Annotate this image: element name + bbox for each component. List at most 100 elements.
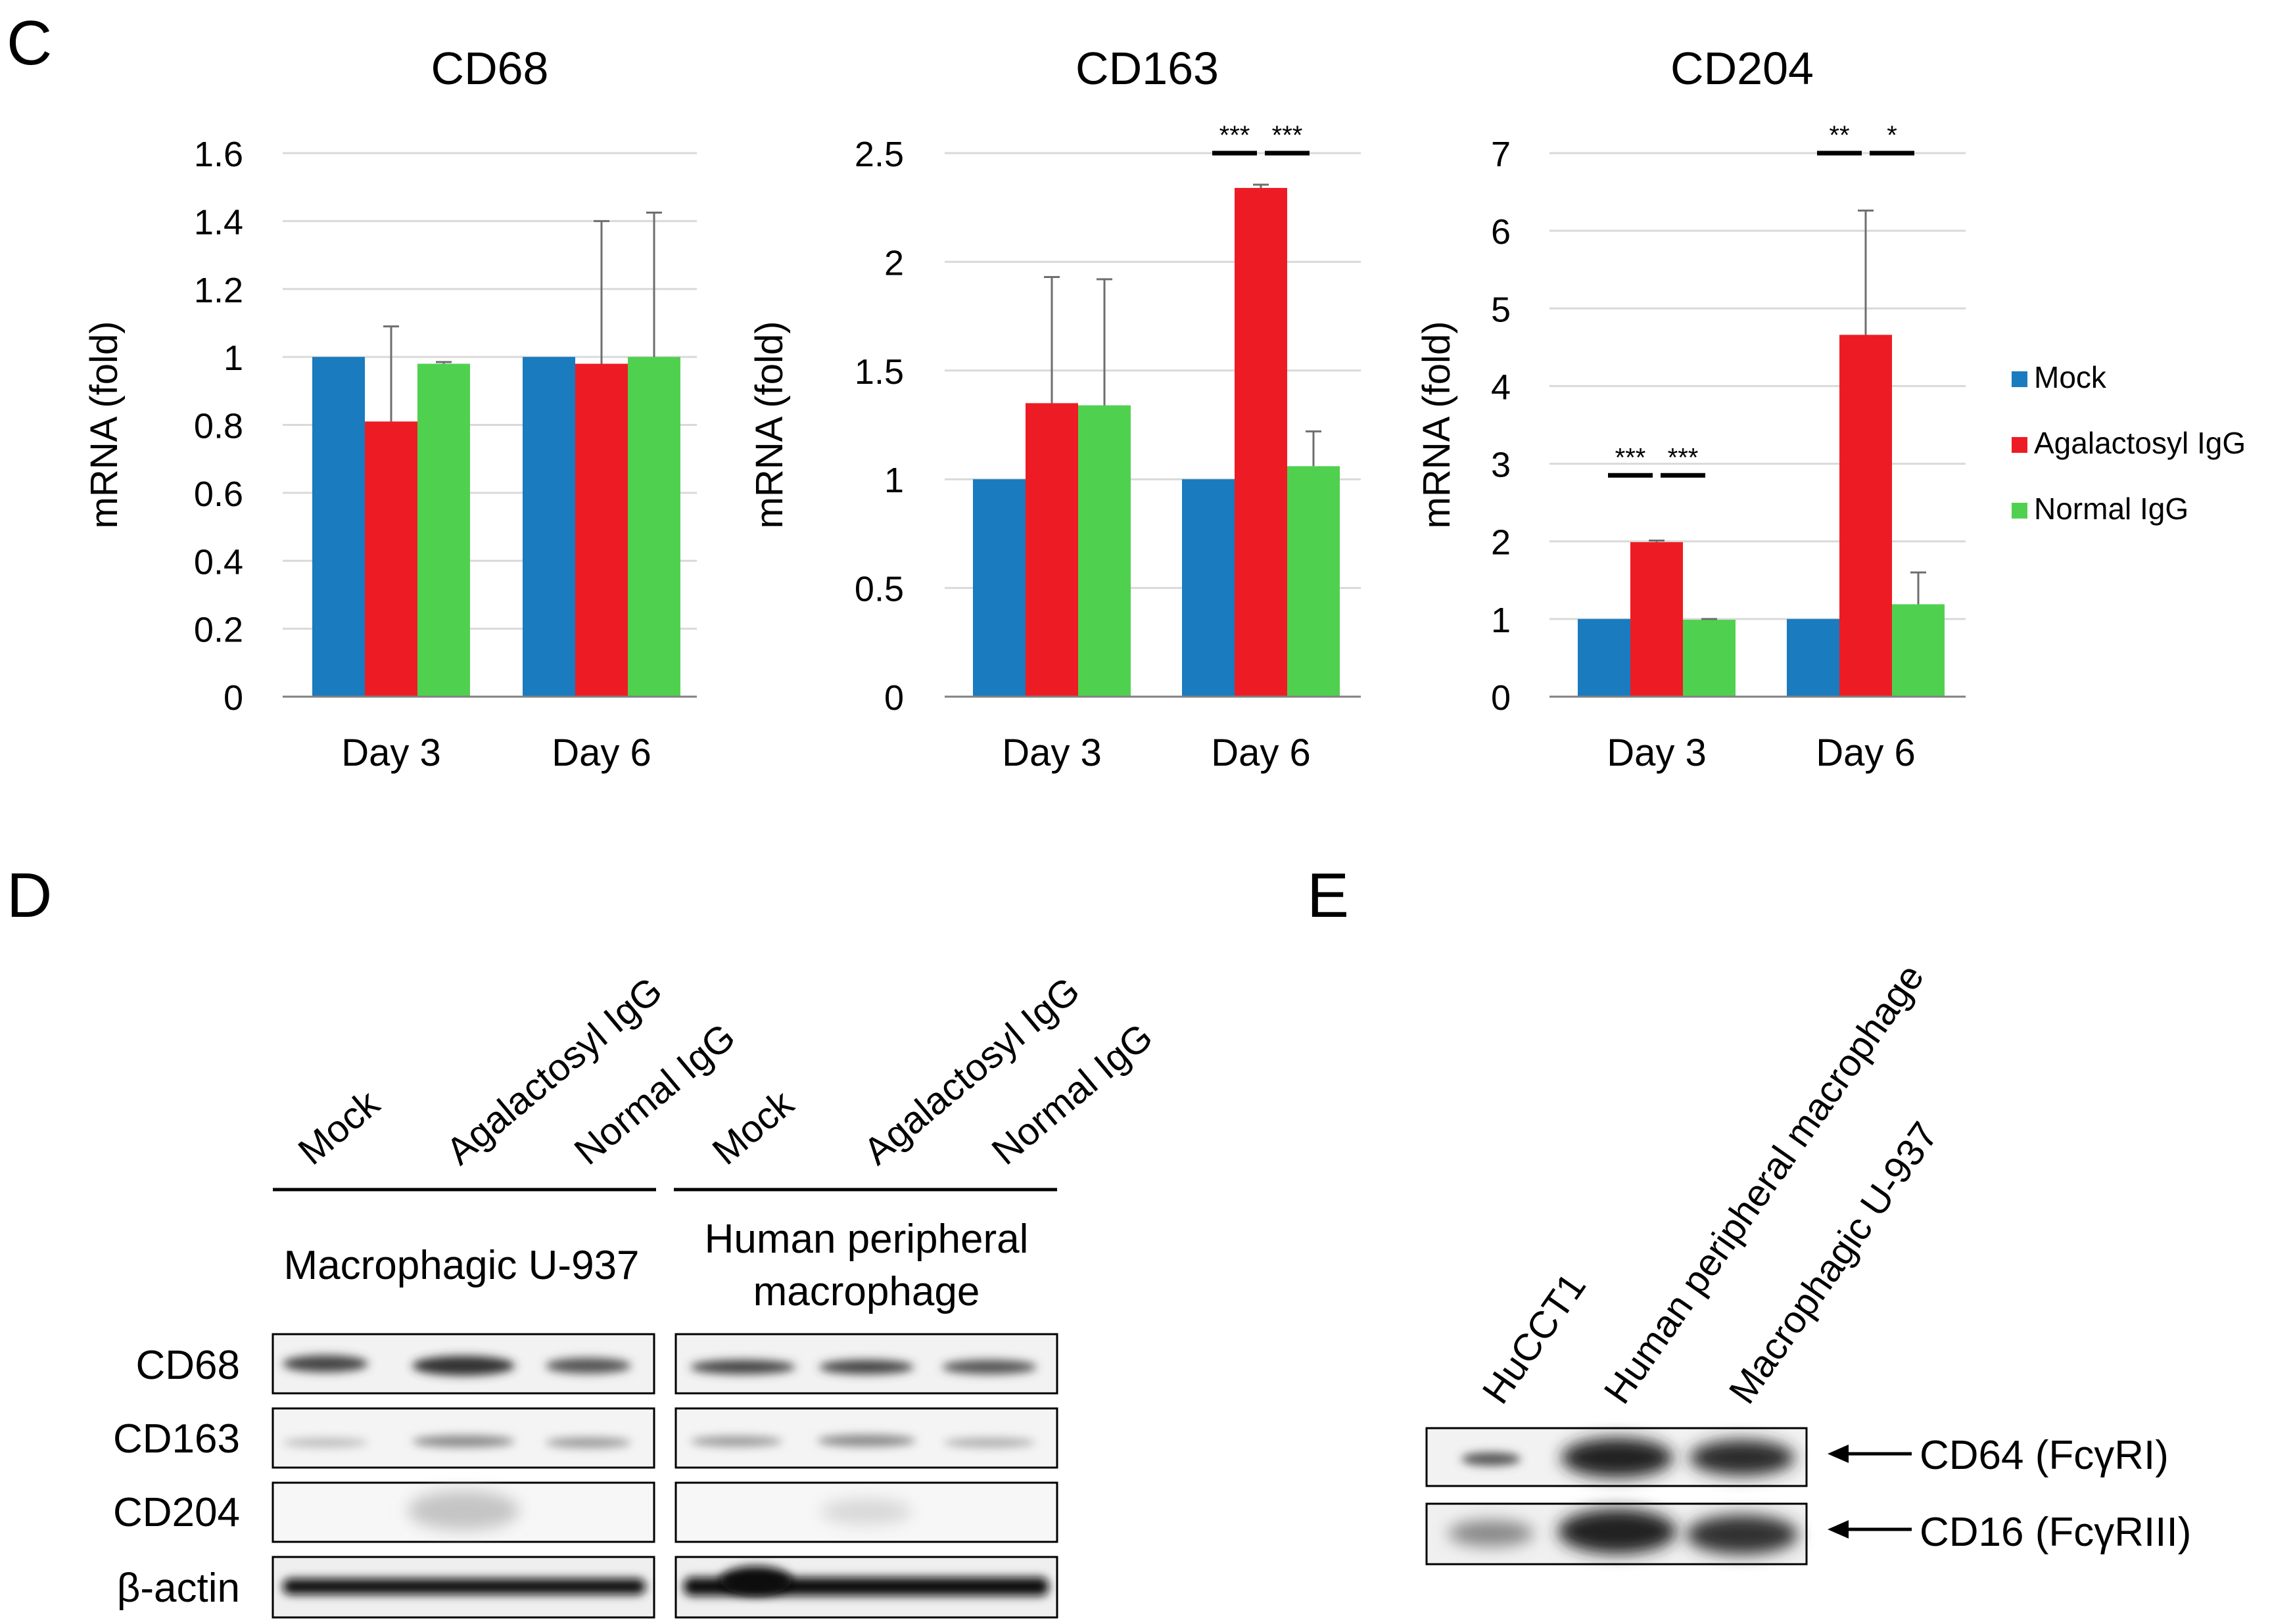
blot-e: HuCCT1 Human peripheral macrophage Macro…: [1425, 956, 2191, 1566]
band-cd68-4: [690, 1360, 795, 1374]
band-cd204-5: [820, 1498, 912, 1525]
band-cd16-3: [1686, 1515, 1798, 1554]
blot-row-label-cd163: CD163: [113, 1416, 240, 1462]
band-cd64-2: [1561, 1438, 1673, 1477]
band-cd68-1: [283, 1355, 368, 1372]
y-tick-label: 2.5: [855, 135, 904, 174]
blot-row-label-cd204: CD204: [113, 1490, 240, 1535]
y-tick-label: 0.8: [194, 407, 243, 446]
y-tick-label: 1: [1491, 601, 1511, 640]
x-tick-label: Day 6: [552, 731, 651, 774]
bar-normal-igg: [1078, 405, 1131, 697]
band-cd64-1: [1461, 1452, 1521, 1466]
y-axis-label: mRNA (fold): [748, 321, 791, 529]
band-cd68-5: [819, 1360, 914, 1374]
significance-label: **: [1829, 121, 1849, 150]
y-tick-label: 1.2: [194, 271, 243, 310]
blot-row-label-cd64: CD64 (FcγRI): [1920, 1433, 2169, 1478]
arrow-cd16-head: [1828, 1520, 1849, 1539]
panel-label-d: D: [7, 860, 52, 931]
bar-agalactosyl-igg: [1839, 335, 1892, 697]
y-tick-label: 0.6: [194, 475, 243, 514]
band-cd204-2: [408, 1491, 519, 1530]
band-cd163-2: [412, 1435, 515, 1447]
bar-agalactosyl-igg: [365, 421, 417, 697]
bar-agalactosyl-igg: [1026, 403, 1078, 697]
y-tick-label: 1.6: [194, 135, 243, 174]
legend-swatch-mock: [2012, 371, 2027, 387]
legend-label-agalactosyl: Agalactosyl IgG: [2034, 426, 2246, 460]
band-cd163-5: [817, 1435, 916, 1447]
chart-title: CD68: [431, 43, 549, 94]
legend-label-mock: Mock: [2034, 360, 2107, 394]
lane-label-right-mock: Mock: [705, 1081, 803, 1173]
x-tick-label: Day 6: [1816, 731, 1916, 774]
bar-mock: [973, 479, 1026, 697]
y-tick-label: 3: [1491, 446, 1511, 485]
bar-agalactosyl-igg: [575, 363, 628, 697]
x-tick-label: Day 6: [1211, 731, 1311, 774]
lane-label-hucct1: HuCCT1: [1474, 1265, 1594, 1411]
x-tick-label: Day 3: [341, 731, 441, 774]
panel-label-e: E: [1307, 860, 1349, 931]
x-tick-label: Day 3: [1607, 731, 1707, 774]
legend: Mock Agalactosyl IgG Normal IgG: [2012, 360, 2246, 526]
bar-agalactosyl-igg: [1235, 187, 1287, 697]
y-tick-label: 6: [1491, 212, 1511, 252]
lane-label-macrophagic-u937: Macrophagic U-937: [1720, 1115, 1947, 1412]
band-cd163-3: [546, 1437, 631, 1448]
significance-label: ***: [1615, 443, 1646, 472]
bar-normal-igg: [1892, 604, 1945, 697]
y-axis-label: mRNA (fold): [83, 321, 126, 529]
y-tick-label: 5: [1491, 290, 1511, 329]
y-tick-label: 2: [1491, 523, 1511, 563]
panel-label-c: C: [7, 8, 52, 78]
bar-mock: [312, 357, 365, 697]
chart-cd163: CD163 mRNA (fold) 0 0.5 1 1.5 2 2.5 Day 3 Day 6 **…: [748, 43, 1361, 774]
bar-mock: [1787, 618, 1839, 697]
legend-swatch-agalactosyl: [2012, 437, 2027, 453]
significance-label: *: [1887, 121, 1897, 150]
y-tick-label: 0.4: [194, 542, 243, 582]
significance-label: ***: [1272, 121, 1303, 150]
y-tick-label: 4: [1491, 367, 1511, 407]
y-tick-label: 0.2: [194, 611, 243, 650]
y-tick-label: 1.4: [194, 202, 243, 242]
y-tick-label: 1: [224, 338, 243, 378]
y-tick-label: 0: [224, 678, 243, 718]
band-cd16-2: [1558, 1509, 1676, 1554]
blot-row-label-beta-actin: β-actin: [117, 1566, 240, 1611]
lane-label-left-agalactosyl: Agalactosyl IgG: [438, 969, 671, 1173]
group-label-right-1: Human peripheral: [705, 1217, 1029, 1262]
group-label-left: Macrophagic U-937: [283, 1243, 639, 1288]
significance-label: ***: [1219, 121, 1250, 150]
bar-normal-igg: [1683, 620, 1736, 697]
lane-label-left-mock: Mock: [291, 1081, 389, 1173]
group-label-right-2: macrophage: [753, 1269, 980, 1314]
y-tick-label: 7: [1491, 135, 1511, 174]
band-cd64-3: [1690, 1440, 1795, 1475]
bar-mock: [1182, 479, 1235, 697]
bar-normal-igg: [1287, 466, 1340, 697]
y-tick-label: 2: [884, 243, 904, 283]
y-tick-label: 1.5: [855, 352, 904, 392]
blot-row-label-cd68: CD68: [135, 1343, 240, 1388]
band-cd163-1: [283, 1438, 368, 1447]
chart-cd68: CD68 mRNA (fold) 0 0.2 0.4 0.6 0.8 1 1.2 1.4 1.6 Da…: [83, 43, 697, 774]
band-actin-right-blob: [720, 1566, 792, 1595]
significance-label: ***: [1668, 443, 1699, 472]
bar-mock: [523, 357, 575, 697]
band-cd68-3: [546, 1358, 631, 1374]
lane-label-right-agalactosyl: Agalactosyl IgG: [856, 969, 1088, 1173]
y-tick-label: 0: [884, 678, 904, 718]
legend-swatch-normal: [2012, 503, 2027, 519]
band-cd163-6: [943, 1438, 1035, 1447]
band-actin-left: [283, 1579, 646, 1594]
band-cd68-6: [942, 1360, 1037, 1374]
y-tick-label: 0.5: [855, 570, 904, 609]
x-tick-label: Day 3: [1002, 731, 1102, 774]
band-cd68-2: [412, 1356, 515, 1376]
chart-title: CD163: [1076, 43, 1219, 94]
y-axis-label: mRNA (fold): [1415, 321, 1458, 529]
